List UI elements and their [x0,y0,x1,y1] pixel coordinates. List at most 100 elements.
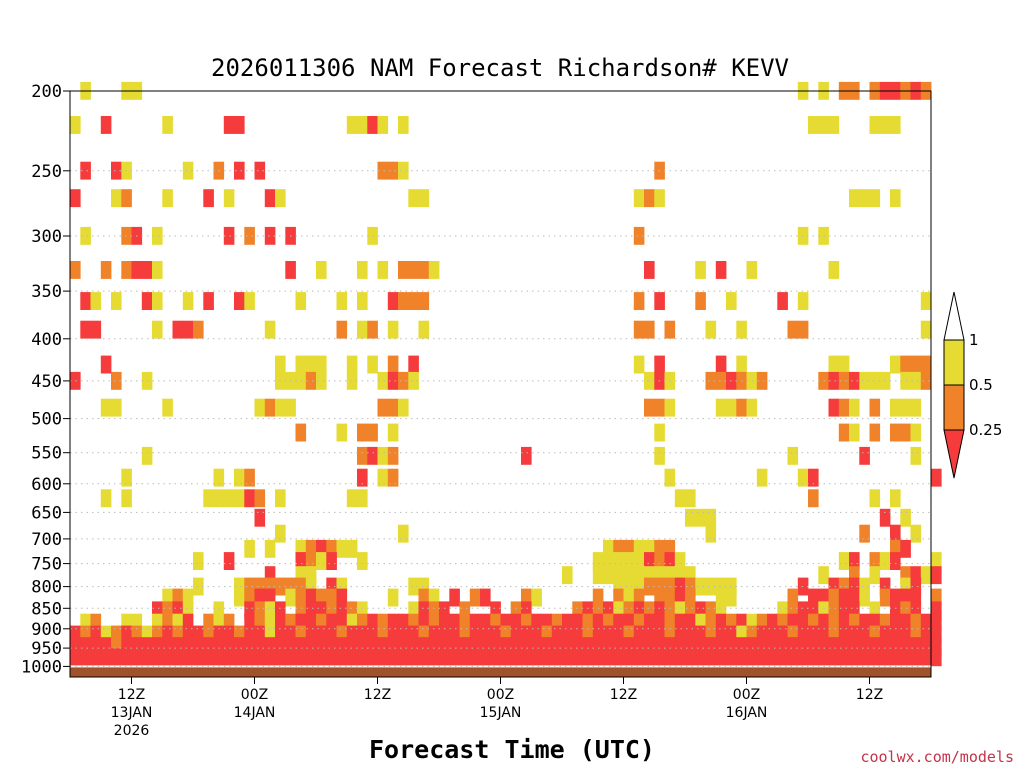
ri-cell [808,648,819,667]
ri-cell [336,539,348,558]
ri-cell [910,648,922,667]
ri-cell [838,355,850,374]
ri-cell [408,625,419,644]
ri-cell [244,226,255,245]
ri-cell [244,625,255,644]
ri-cell [357,292,368,310]
x-tick-label: 00Z [733,687,760,703]
ri-cell [603,648,614,667]
ri-cell [264,577,276,596]
ri-cell [111,189,122,208]
ri-cell [377,116,389,134]
ri-cell [234,116,245,134]
ri-cell [357,601,368,620]
ri-cell [613,539,624,558]
ri-cell [326,539,337,558]
ri-cell [275,637,286,656]
ri-cell [316,261,327,279]
ri-cell [705,613,717,632]
ri-cell [613,648,624,667]
ri-cell [244,601,255,620]
ri-cell [818,648,829,667]
ri-cell [685,613,696,632]
y-tick-label: 700 [31,530,62,550]
ri-cell [295,577,307,596]
ri-cell [603,613,614,632]
ri-cell [428,625,440,644]
ri-cell [223,648,235,667]
ri-cell [592,613,604,632]
ri-cell [387,398,399,417]
ri-cell [910,613,922,632]
y-tick-label: 200 [31,82,62,102]
ri-cell [408,189,419,208]
ri-cell [797,577,809,596]
ri-cell [900,648,911,667]
ri-cell [838,552,850,570]
ri-cell [674,489,686,508]
ri-cell [316,613,327,632]
ri-cell [398,398,409,417]
ri-cell [244,468,255,487]
x-tick-label: 14JAN [234,705,276,721]
ri-cell [449,625,460,644]
ri-cell [541,613,553,632]
ri-cell [275,489,286,508]
ri-cell [859,588,870,607]
ri-cell [223,625,235,644]
ri-cell [398,161,409,180]
ri-cell [305,613,317,632]
ri-cell [787,613,799,632]
ri-cell [100,355,112,374]
ri-cell [910,423,922,442]
ri-cell [182,613,194,632]
ri-cell [808,613,819,632]
ri-cell [377,625,389,644]
y-tick-label: 450 [31,372,62,392]
ri-cell [305,371,317,390]
ri-cell [931,566,942,585]
ri-cell [80,648,91,667]
ri-cell [182,292,194,310]
ri-cell [787,588,799,607]
ri-cell [316,637,327,656]
ri-cell [121,625,132,644]
ri-cell [808,588,819,607]
ri-cell [121,261,132,279]
ri-cell [777,601,788,620]
ri-cell [582,637,594,656]
ri-cell [797,637,809,656]
ri-cell [777,625,788,644]
ri-cell [664,320,676,339]
ri-cell [377,446,389,465]
ri-cell [387,423,399,442]
ri-cell [275,625,286,644]
ri-cell [480,637,491,656]
ri-cell [131,637,143,656]
ri-cell [387,355,399,374]
ri-cell [70,648,81,667]
ri-cell [264,625,276,644]
ri-cell [234,292,245,310]
ri-cell [490,648,501,667]
ri-cell [500,625,512,644]
ri-cell [336,601,348,620]
ri-cell [746,625,758,644]
ri-cell [920,625,932,644]
ri-cell [900,577,911,596]
chart-title: 2026011306 NAM Forecast Richardson# KEVV [211,54,789,82]
ri-cell [162,588,173,607]
ri-cell [818,601,829,620]
ri-cell [664,601,676,620]
ri-cell [838,601,850,620]
ri-cell [141,648,153,667]
ri-cell [121,489,132,508]
ri-cell [644,539,655,558]
ri-cell [910,601,922,620]
ri-cell [828,371,840,390]
ri-cell [131,648,143,667]
ri-cell [162,116,173,134]
ri-cell [408,637,419,656]
ri-cell [582,601,594,620]
ri-cell [408,292,419,310]
